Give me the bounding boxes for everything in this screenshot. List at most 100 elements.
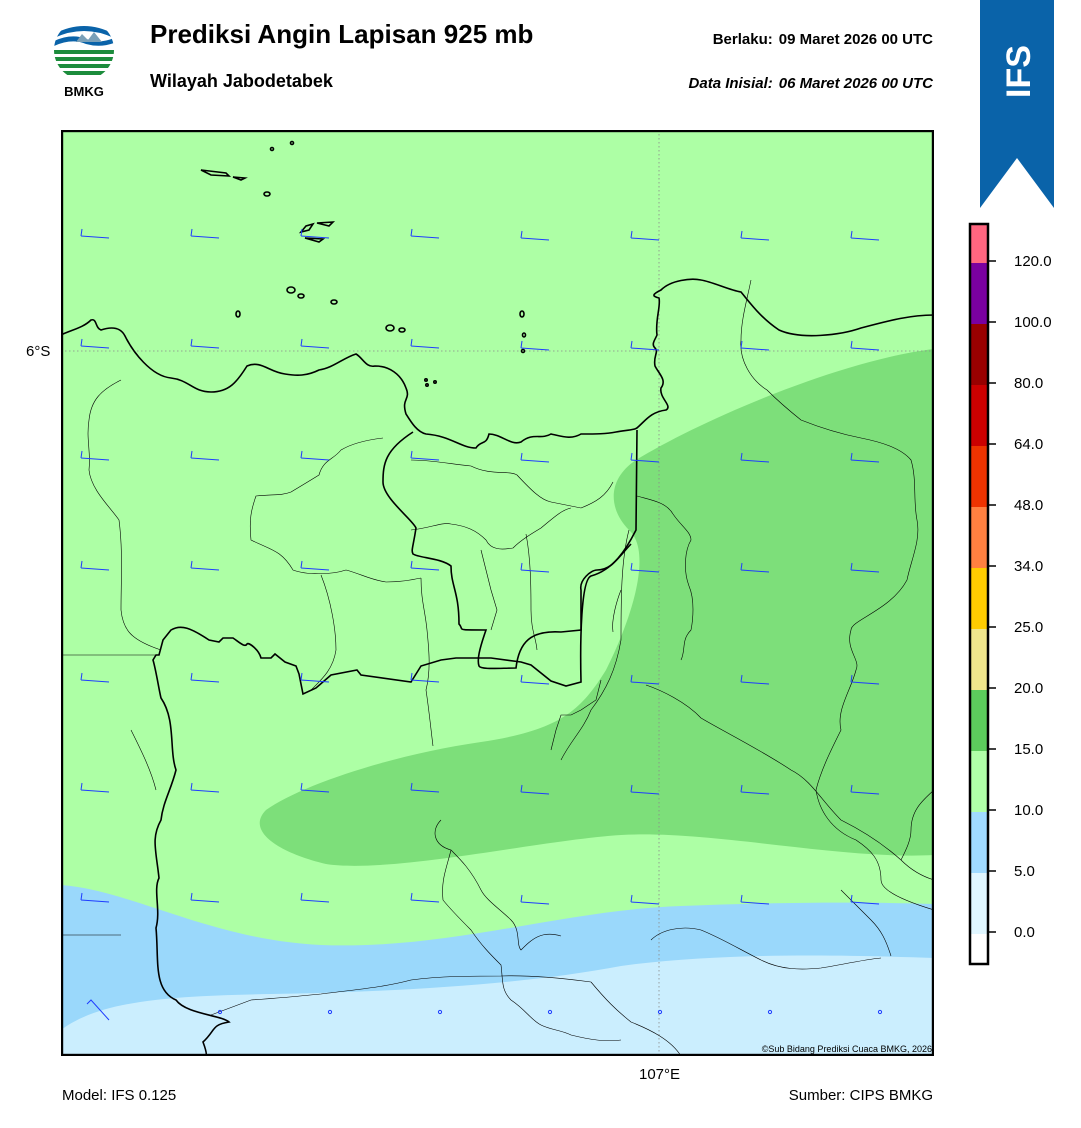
region-subtitle: Wilayah Jabodetabek	[150, 71, 333, 91]
wind-barb	[520, 562, 550, 573]
calm-wind-marker	[327, 1009, 333, 1015]
wind-barb	[740, 230, 770, 241]
wind-speed-colorbar: 0.0 5.0 10.0 15.0 20.0 25.0 34.0 48.0 64.0 80.0 10…	[968, 222, 1052, 966]
wind-barb	[410, 338, 440, 349]
colorbar-band	[970, 446, 988, 507]
wind-barb	[300, 560, 330, 571]
valid-label: Berlaku:	[712, 31, 773, 48]
wind-barb	[410, 228, 440, 239]
colorbar-tick-label: 15.0	[1014, 741, 1043, 758]
wind-barb	[740, 784, 770, 795]
colorbar-tick-label: 100.0	[1014, 314, 1052, 331]
colorbar-band	[970, 507, 988, 568]
wind-barb	[300, 892, 330, 903]
colorbar-tick-label: 64.0	[1014, 436, 1043, 453]
wind-barb	[630, 562, 660, 573]
valid-time-row: Berlaku: 09 Maret 2026 00 UTC	[713, 31, 933, 48]
colorbar-band	[970, 751, 988, 812]
wind-barb	[630, 674, 660, 685]
wind-barb	[80, 228, 110, 239]
init-label: Data Inisial:	[688, 75, 773, 92]
colorbar-tick-label: 80.0	[1014, 375, 1043, 392]
ifs-badge-ribbon	[980, 0, 1054, 208]
ifs-badge: IFS	[980, 0, 1054, 208]
calm-wind-marker	[877, 1009, 883, 1015]
wind-barb	[740, 562, 770, 573]
wind-barb	[300, 672, 330, 683]
wind-barb	[850, 894, 880, 905]
logo-text: BMKG	[64, 84, 104, 99]
lat-label: 6°S	[26, 343, 51, 360]
colorbar-tick-label: 5.0	[1014, 863, 1035, 880]
regency-borders	[61, 279, 934, 1056]
wind-barb	[630, 784, 660, 795]
source-label: Sumber: CIPS BMKG	[788, 1087, 933, 1104]
map-frame	[61, 130, 934, 1056]
wind-barb	[850, 674, 880, 685]
wind-barbs	[80, 228, 883, 1021]
colorbar-band	[970, 263, 988, 324]
wind-barb	[520, 674, 550, 685]
wind-barb	[520, 894, 550, 905]
wind-barb	[630, 894, 660, 905]
colorbar-band	[970, 934, 988, 964]
colorbar-band	[970, 385, 988, 446]
wind-barb	[80, 892, 110, 903]
wind-barb	[190, 672, 220, 683]
wind-barb	[410, 672, 440, 683]
wind-barb	[850, 230, 880, 241]
wind-barb	[740, 674, 770, 685]
colorbar-tick-label: 48.0	[1014, 497, 1043, 514]
wind-barb	[630, 340, 660, 351]
jakarta-border	[382, 431, 632, 670]
wind-barb	[80, 782, 110, 793]
colorbar-tick-label: 34.0	[1014, 558, 1043, 575]
wind-barb	[740, 452, 770, 463]
colorbar-ticks: 0.0 5.0 10.0 15.0 20.0 25.0 34.0 48.0 64.0 80.0 10…	[988, 253, 1052, 941]
colorbar-tick-label: 20.0	[1014, 680, 1043, 697]
wind-barb	[300, 782, 330, 793]
bmkg-logo-icon	[54, 20, 114, 75]
wind-zone-15-20	[259, 349, 934, 866]
init-time-row: Data Inisial: 06 Maret 2026 00 UTC	[689, 75, 933, 92]
map-credit: ©Sub Bidang Prediksi Cuaca BMKG, 2026	[762, 1044, 932, 1054]
wind-barb	[300, 450, 330, 461]
wind-barb	[80, 672, 110, 683]
wind-barb	[850, 784, 880, 795]
thousand-islands	[200, 140, 527, 388]
lon-label: 107°E	[639, 1066, 681, 1083]
colorbar-band	[970, 629, 988, 690]
coastline	[61, 278, 934, 449]
calm-wind-marker	[547, 1009, 553, 1015]
calm-wind-marker	[657, 1009, 663, 1015]
wind-barb	[410, 560, 440, 571]
wind-barb	[630, 452, 660, 463]
wind-barb	[80, 560, 110, 571]
wind-barb	[630, 230, 660, 241]
wind-barb	[190, 560, 220, 571]
wind-barb	[410, 782, 440, 793]
wind-barb	[520, 340, 550, 351]
wind-barb	[850, 452, 880, 463]
wind-barb	[80, 450, 110, 461]
wind-barb	[410, 450, 440, 461]
colorbar-band	[970, 224, 988, 263]
model-label: Model: IFS 0.125	[62, 1087, 177, 1104]
wind-barb	[190, 338, 220, 349]
wind-barb	[190, 228, 220, 239]
colorbar-tick-label: 120.0	[1014, 253, 1052, 270]
valid-time: 09 Maret 2026 00 UTC	[778, 31, 933, 48]
wind-barb	[850, 562, 880, 573]
wind-map: ©Sub Bidang Prediksi Cuaca BMKG, 2026	[61, 130, 934, 1056]
wind-barb	[410, 892, 440, 903]
calm-wind-marker	[217, 1009, 223, 1015]
colorbar-bands	[970, 224, 988, 964]
colorbar-tick-label: 0.0	[1014, 924, 1035, 941]
colorbar-band	[970, 873, 988, 934]
wind-barb	[520, 452, 550, 463]
colorbar-band	[970, 690, 988, 751]
ifs-badge-text: IFS	[1000, 45, 1038, 98]
wind-barb	[300, 338, 330, 349]
wind-barb	[80, 338, 110, 349]
wind-barb	[190, 892, 220, 903]
